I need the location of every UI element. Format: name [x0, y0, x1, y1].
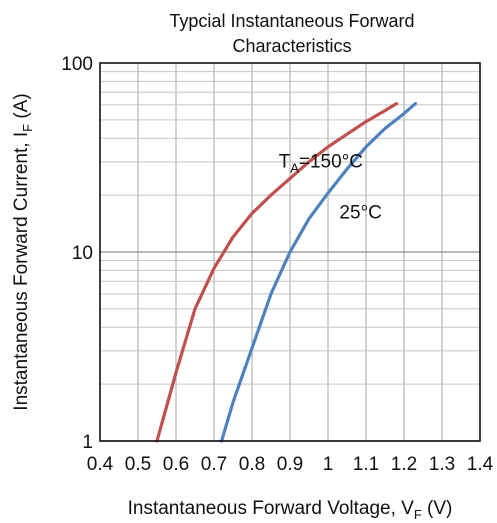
x-axis-label: Instantaneous Forward Voltage, VF (V): [128, 498, 453, 522]
x-tick-label: 1.2: [391, 454, 417, 475]
x-tick-label: 1.3: [429, 454, 455, 475]
annotation-text: T: [279, 151, 291, 172]
x-tick-labels: 0.4 0.5 0.6 0.7 0.8 0.9 1 1.1 1.2 1.3 1.4: [87, 454, 494, 475]
x-axis-label-text: Instantaneous Forward Voltage, V: [128, 498, 415, 519]
y-axis-label-unit: (A): [11, 93, 32, 124]
x-tick-label: 0.9: [277, 454, 303, 475]
chart-title-line-2: Characteristics: [232, 36, 351, 56]
x-tick-label: 1: [323, 454, 334, 475]
y-tick-label: 100: [61, 54, 93, 75]
series-annotation: 25°C: [339, 203, 381, 224]
x-axis-label-unit: (V): [422, 498, 453, 519]
annotation-text-rest: =150°C: [299, 151, 363, 172]
y-tick-label: 1: [82, 432, 93, 453]
y-axis-label: Instantaneous Forward Current, IF (A): [11, 93, 35, 410]
x-tick-label: 0.7: [201, 454, 227, 475]
x-tick-label: 0.6: [163, 454, 189, 475]
x-tick-label: 0.8: [239, 454, 265, 475]
y-axis-label-text: Instantaneous Forward Current, I: [11, 132, 32, 411]
x-tick-label: 0.4: [87, 454, 114, 475]
annotation-text: 25°C: [339, 203, 381, 224]
x-tick-label: 0.5: [125, 454, 151, 475]
annotations: TA=150°C 25°C: [279, 151, 382, 223]
series-annotation: TA=150°C: [279, 151, 363, 175]
x-tick-label: 1.4: [467, 454, 494, 475]
x-axis-label-subscript: F: [414, 507, 422, 522]
annotation-subscript: A: [290, 160, 299, 175]
y-tick-labels: 1 10 100: [61, 54, 93, 453]
series-group: [155, 101, 417, 443]
chart-title-line-1: Typcial Instantaneous Forward: [169, 11, 414, 31]
series-line: [220, 101, 417, 443]
series-line: [155, 101, 398, 443]
plot-frame: [99, 62, 481, 442]
y-tick-label: 10: [72, 243, 93, 264]
y-axis-label-subscript: F: [20, 124, 35, 132]
x-tick-label: 1.1: [353, 454, 379, 475]
